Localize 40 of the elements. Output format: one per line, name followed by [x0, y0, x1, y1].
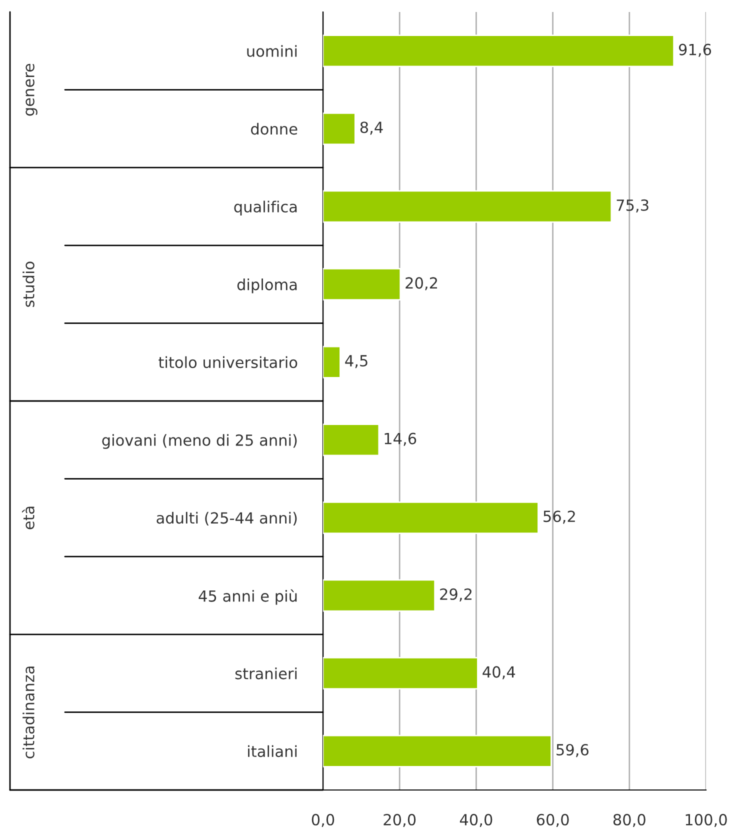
- y-tick-label: qualifica: [234, 200, 297, 216]
- data-label: 91,6: [678, 44, 712, 57]
- x-tick-label: 100,0: [686, 814, 727, 827]
- bar: [323, 190, 612, 223]
- data-label: 8,4: [360, 122, 383, 135]
- x-tick-label: 60,0: [536, 814, 569, 827]
- bar: [323, 734, 552, 768]
- y-tick-label: italiani: [248, 745, 297, 758]
- data-label: 56,2: [544, 510, 575, 524]
- bar: [323, 34, 675, 68]
- y-tick-label: donne: [251, 122, 298, 135]
- data-label: 14,6: [384, 432, 416, 446]
- y-tick-label: titolo universitario: [158, 356, 298, 368]
- data-label: 75,3: [616, 199, 648, 212]
- x-tick-label: 40,0: [460, 814, 492, 827]
- bar: [323, 501, 539, 534]
- x-tick-label: 20,0: [384, 814, 416, 827]
- y-tick-label: stranieri: [235, 667, 297, 680]
- x-tick-label: 80,0: [613, 814, 646, 827]
- y-tick-label: adulti (25-44 anni): [156, 512, 297, 526]
- data-label: 29,2: [440, 588, 472, 602]
- bar: [323, 346, 341, 378]
- text: studio: [22, 262, 34, 307]
- data-label: 4,5: [345, 355, 368, 368]
- y-tick-label: 45 anni e più: [198, 589, 297, 605]
- y-tick-label: diploma: [237, 278, 297, 294]
- y-tick-label: uomini: [247, 45, 297, 57]
- data-label: 59,6: [556, 744, 588, 758]
- text: cittadinanza: [22, 666, 34, 758]
- bar: [323, 579, 436, 612]
- text: età: [22, 506, 34, 530]
- bar: [323, 424, 380, 456]
- text: genere: [26, 64, 38, 116]
- bar: [323, 112, 356, 145]
- bar: [323, 268, 402, 301]
- y-tick-label: giovani (meno di 25 anni): [102, 434, 297, 449]
- bar: [323, 657, 478, 690]
- data-label: 40,4: [482, 666, 516, 680]
- x-tick-label: 0,0: [312, 814, 334, 827]
- data-label: 20,2: [406, 277, 438, 290]
